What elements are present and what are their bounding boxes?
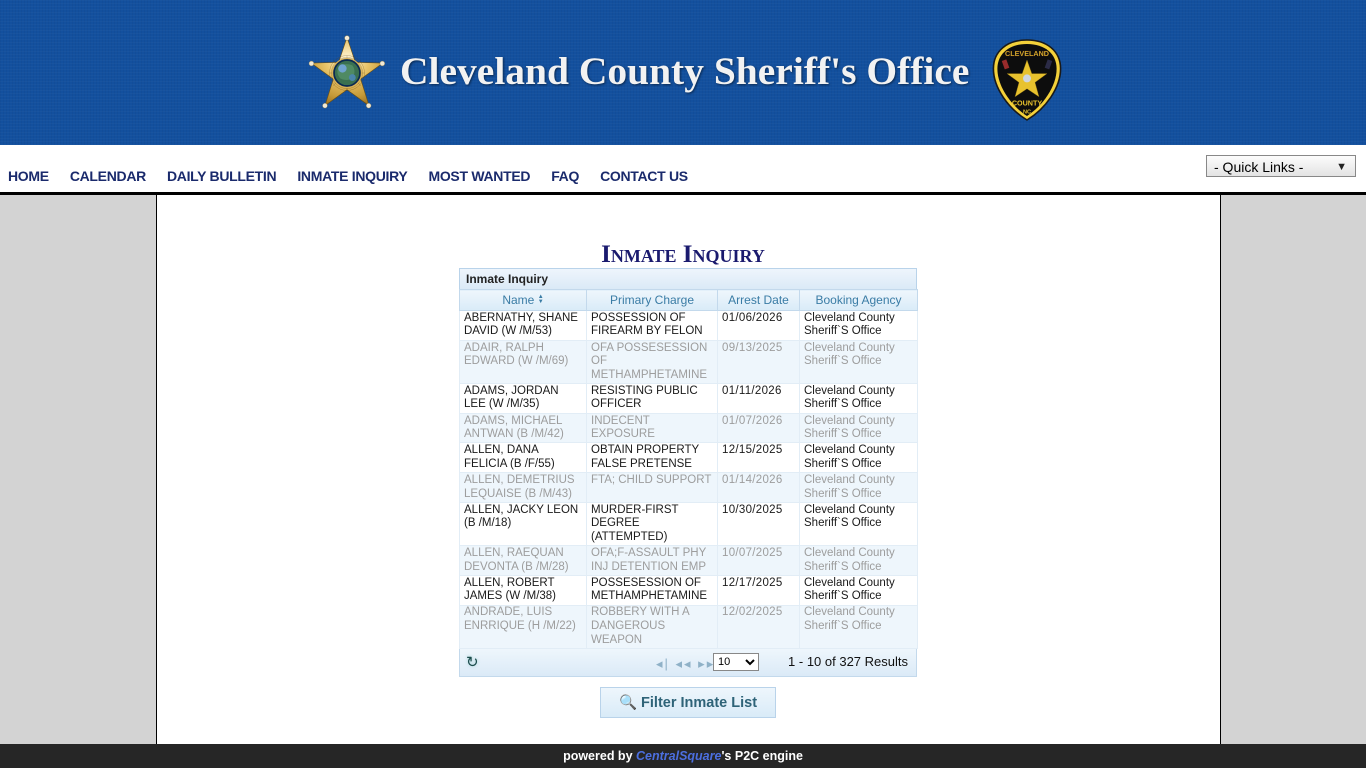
svg-text:COUNTY: COUNTY bbox=[1012, 99, 1043, 108]
svg-text:NC: NC bbox=[1023, 110, 1031, 116]
svg-text:CLEVELAND: CLEVELAND bbox=[1005, 49, 1049, 58]
